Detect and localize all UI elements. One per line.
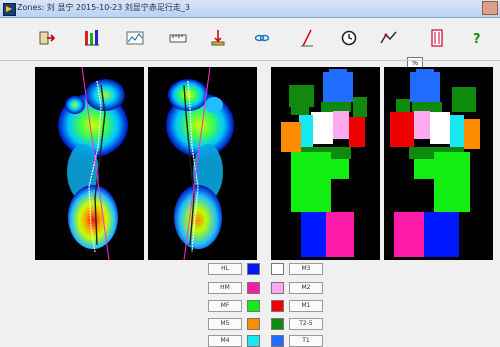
legend-label-mf: MF	[208, 300, 242, 312]
range-button[interactable]	[425, 26, 449, 50]
legend-swatch-m4	[247, 335, 260, 347]
right-foot-zone-map	[384, 67, 493, 260]
clock-icon	[341, 30, 357, 46]
link-icon	[254, 34, 270, 42]
link-button[interactable]	[250, 26, 274, 50]
legend-label-hm: HM	[208, 282, 242, 294]
force-line-button[interactable]	[295, 26, 319, 50]
legend-swatch-m3	[271, 263, 284, 275]
legend-swatch-hm	[247, 282, 260, 294]
legend-label-m2: M2	[289, 282, 323, 294]
legend-label-m5: M5	[208, 318, 242, 330]
graph-icon	[126, 31, 144, 45]
legend-swatch-mf	[247, 300, 260, 312]
legend-label-m3: M3	[289, 263, 323, 275]
separator	[0, 60, 500, 61]
exit-button[interactable]	[35, 26, 59, 50]
left-foot-heatmap	[58, 67, 128, 260]
right-foot-zones	[390, 69, 480, 257]
legend-label-t2-5: T2-5	[289, 318, 323, 330]
walk-icon	[85, 30, 99, 46]
ruler-icon	[169, 34, 187, 43]
legend-swatch-m1	[271, 300, 284, 312]
legend-label-m4: M4	[208, 335, 242, 347]
balance-button[interactable]	[377, 26, 401, 50]
help-icon: ?	[473, 32, 481, 47]
app-icon	[3, 3, 16, 16]
ruler-button[interactable]	[166, 26, 190, 50]
walk-sequence-button[interactable]	[80, 26, 104, 50]
timer-button[interactable]	[337, 26, 361, 50]
force-line-icon	[301, 29, 313, 47]
pressure-graph-button[interactable]	[123, 26, 147, 50]
balance-icon	[380, 31, 397, 44]
legend-swatch-t1	[271, 335, 284, 347]
svg-text:?: ?	[473, 32, 481, 47]
help-button[interactable]: ?	[465, 26, 489, 50]
pressure-dist-button[interactable]	[206, 26, 230, 50]
title-bar: Zones: 刘 显宁 2015-10-23 刘显宁赤足行走_3	[0, 0, 500, 18]
right-foot-heatmap	[166, 67, 234, 260]
legend-swatch-m5	[247, 318, 260, 330]
window-title: Zones: 刘 显宁 2015-10-23 刘显宁赤足行走_3	[17, 3, 190, 12]
legend-label-t1: T1	[289, 335, 323, 347]
left-foot-zone-map	[271, 67, 380, 260]
left-foot-zones	[281, 69, 367, 257]
close-button[interactable]	[482, 1, 498, 15]
legend-swatch-t2-5	[271, 318, 284, 330]
legend-label-hl: HL	[208, 263, 242, 275]
legend-swatch-hl	[247, 263, 260, 275]
toolbar: ? %	[0, 18, 500, 70]
right-foot-pressure-map	[148, 67, 257, 260]
legend-label-m1: M1	[289, 300, 323, 312]
legend-swatch-m2	[271, 282, 284, 294]
exit-icon	[39, 31, 56, 45]
pressure-icon	[211, 30, 225, 46]
left-foot-pressure-map	[35, 67, 144, 260]
range-icon	[431, 29, 443, 47]
